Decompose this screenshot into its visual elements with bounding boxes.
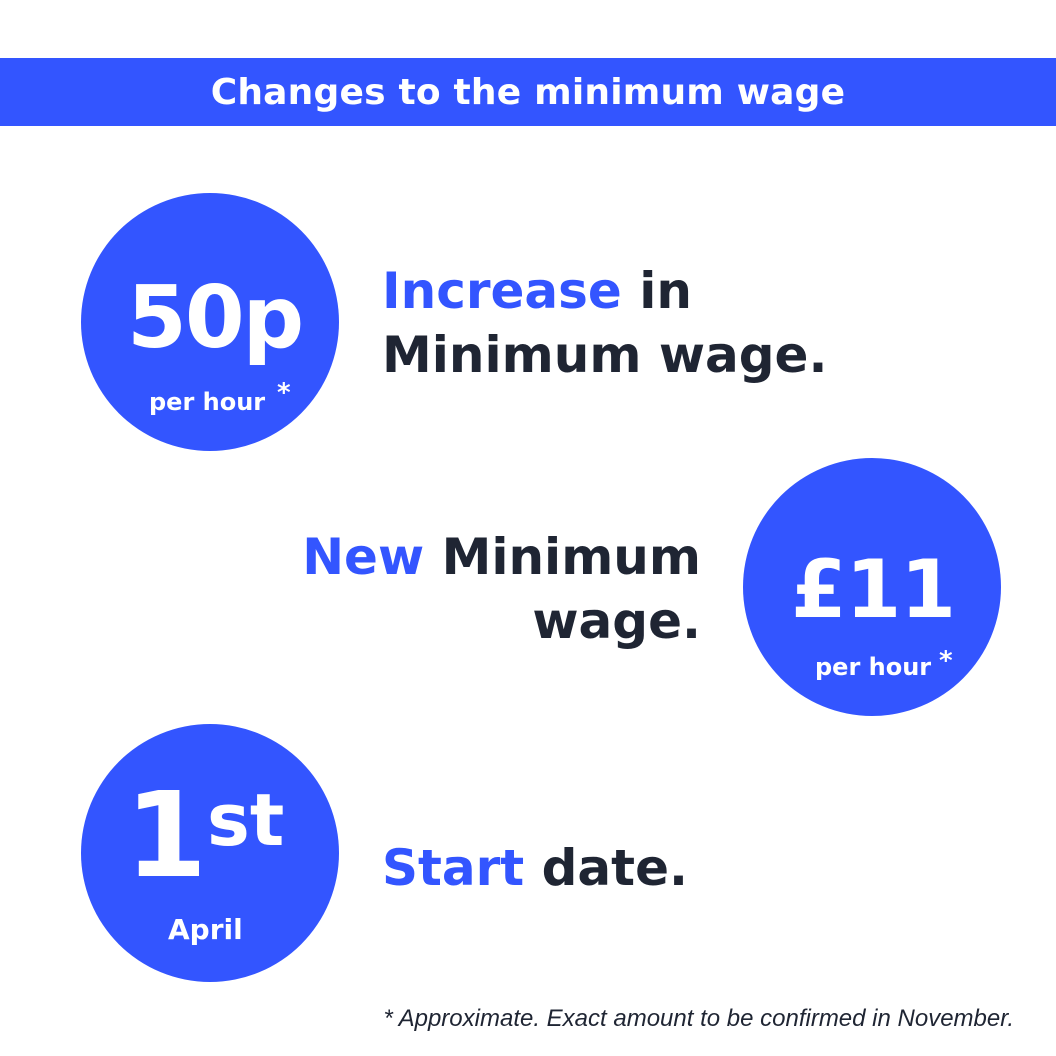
increase-text-rest: in [639,262,692,320]
start-text-rest: date. [541,839,688,897]
title-banner: Changes to the minimum wage [0,58,1056,126]
increase-heading-line2: Minimum wage. [382,326,828,384]
footnote: * Approximate. Exact amount to be confir… [383,1005,1014,1032]
new-wage-amount: £11 [791,543,956,636]
increase-highlight: Increase [382,262,622,320]
start-date-heading: Start date. [382,843,688,893]
increase-amount-badge: 50p per hour * [81,193,339,451]
increase-amount: 50p [127,268,304,368]
increase-asterisk: * [277,378,291,408]
new-wage-heading-line2: wage. [532,592,701,650]
new-wage-heading-line1: New Minimum [302,532,701,582]
increase-heading-line1: Increase in [382,266,692,316]
start-highlight: Start [382,839,525,897]
new-wage-unit: per hour [815,653,932,681]
new-wage-badge: £11 per hour * [743,458,1001,716]
start-day-suffix: st [207,778,285,862]
new-wage-asterisk: * [939,646,953,676]
page-title: Changes to the minimum wage [210,71,846,113]
start-day: 1 [125,766,208,904]
start-month: April [168,913,243,946]
new-wage-text-rest: Minimum [441,528,701,586]
start-date-badge: 1 st April [81,724,339,982]
new-wage-highlight: New [302,528,425,586]
increase-unit: per hour [149,388,266,416]
